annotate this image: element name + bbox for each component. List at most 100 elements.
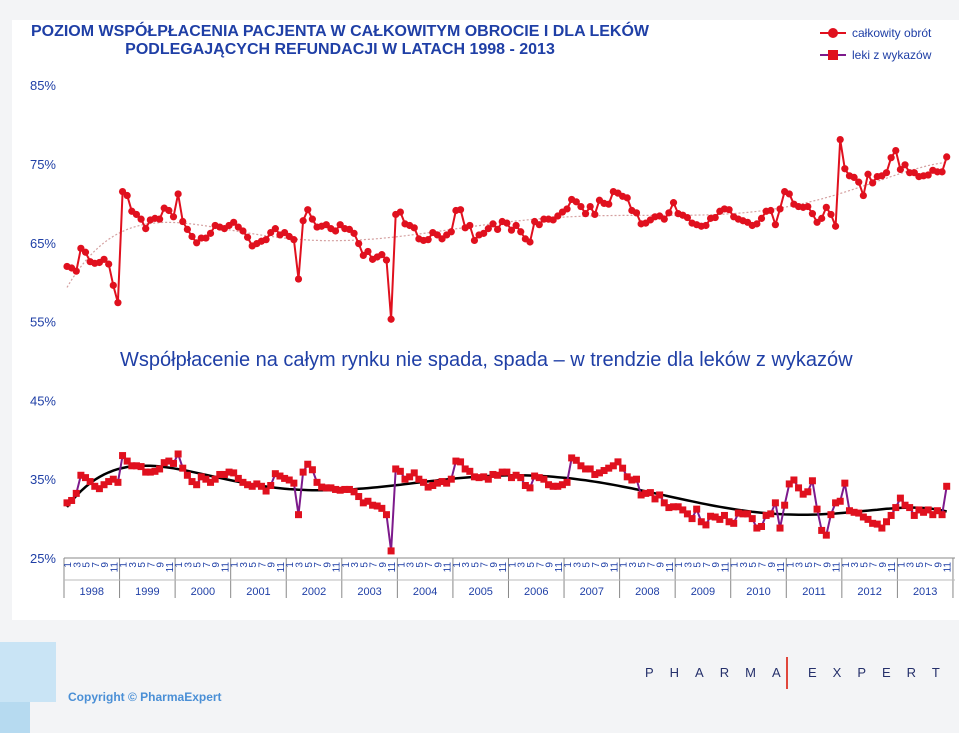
data-point-listed bbox=[595, 469, 603, 477]
data-point-total bbox=[711, 213, 719, 222]
y-tick-label: 55% bbox=[30, 315, 56, 330]
month-tick-label: 11 bbox=[332, 562, 343, 573]
month-tick-label: 5 bbox=[526, 562, 537, 568]
data-point-listed bbox=[582, 465, 590, 473]
data-point-listed bbox=[401, 475, 409, 483]
data-point-listed bbox=[943, 482, 951, 490]
month-tick-label: 7 bbox=[91, 562, 102, 568]
month-tick-label: 9 bbox=[322, 562, 333, 568]
data-point-listed bbox=[179, 464, 187, 472]
data-point-total bbox=[859, 191, 867, 200]
data-point-total bbox=[702, 221, 710, 230]
data-point-listed bbox=[813, 505, 821, 513]
data-point-listed bbox=[304, 460, 312, 468]
month-tick-label: 7 bbox=[591, 562, 602, 568]
data-point-listed bbox=[494, 471, 502, 479]
data-point-total bbox=[294, 275, 303, 283]
year-label: 2009 bbox=[691, 586, 715, 598]
month-tick-label: 5 bbox=[82, 562, 93, 568]
data-point-listed bbox=[693, 505, 701, 513]
data-point-total bbox=[591, 210, 599, 219]
data-point-listed bbox=[711, 513, 719, 521]
data-point-listed bbox=[193, 481, 201, 489]
data-point-total bbox=[901, 161, 909, 169]
data-point-listed bbox=[475, 474, 483, 482]
month-tick-label: 5 bbox=[359, 562, 370, 568]
brand-logo-divider bbox=[786, 657, 788, 689]
data-point-listed bbox=[424, 483, 432, 491]
data-point-total bbox=[105, 260, 113, 268]
data-point-listed bbox=[795, 484, 803, 492]
data-point-total bbox=[887, 154, 895, 162]
data-point-listed bbox=[507, 474, 515, 482]
month-tick-label: 11 bbox=[165, 562, 176, 573]
data-point-listed bbox=[660, 499, 668, 507]
data-point-total bbox=[382, 256, 391, 264]
legend-item-total: całkowity obrót bbox=[820, 22, 931, 44]
month-tick-label: 3 bbox=[72, 562, 83, 568]
data-point-listed bbox=[642, 489, 650, 497]
month-tick-label: 5 bbox=[693, 562, 704, 568]
data-point-listed bbox=[392, 465, 400, 473]
data-point-total bbox=[864, 170, 872, 178]
year-label: 1998 bbox=[80, 586, 104, 598]
data-point-listed bbox=[165, 457, 173, 465]
data-point-total bbox=[850, 173, 858, 181]
data-point-total bbox=[169, 213, 178, 221]
data-point-listed bbox=[600, 467, 608, 475]
month-tick-label: 7 bbox=[202, 562, 213, 568]
data-point-listed bbox=[461, 465, 469, 473]
data-point-listed bbox=[281, 474, 289, 482]
data-point-total bbox=[396, 208, 404, 216]
data-point-listed bbox=[91, 482, 99, 490]
year-label: 2001 bbox=[246, 586, 270, 598]
data-point-listed bbox=[702, 521, 710, 529]
data-point-listed bbox=[887, 511, 895, 519]
data-point-listed bbox=[892, 504, 900, 512]
data-point-listed bbox=[364, 497, 372, 505]
data-point-total bbox=[581, 210, 590, 218]
data-point-total bbox=[132, 210, 141, 219]
data-point-total bbox=[841, 165, 849, 173]
data-point-listed bbox=[688, 515, 696, 523]
month-tick-label: 9 bbox=[433, 562, 444, 568]
data-point-listed bbox=[230, 469, 238, 477]
data-point-listed bbox=[382, 511, 390, 519]
data-point-listed bbox=[683, 510, 691, 518]
data-point-total bbox=[660, 215, 668, 223]
data-point-total bbox=[466, 221, 474, 230]
data-point-listed bbox=[202, 475, 210, 483]
data-point-total bbox=[503, 219, 511, 227]
data-point-listed bbox=[734, 509, 742, 517]
data-point-listed bbox=[781, 501, 789, 509]
data-point-total bbox=[174, 190, 182, 198]
data-point-listed bbox=[540, 475, 548, 483]
data-point-total bbox=[331, 227, 340, 235]
data-point-total bbox=[230, 218, 238, 226]
data-point-total bbox=[470, 236, 479, 245]
data-point-listed bbox=[822, 531, 830, 539]
year-label: 2010 bbox=[746, 586, 770, 598]
data-point-total bbox=[489, 220, 497, 228]
month-tick-label: 3 bbox=[517, 562, 528, 568]
data-point-total bbox=[526, 238, 534, 246]
data-point-listed bbox=[433, 479, 441, 487]
data-point-listed bbox=[679, 506, 687, 514]
month-tick-label: 7 bbox=[924, 562, 935, 568]
chart-panel bbox=[12, 20, 959, 620]
data-point-listed bbox=[521, 482, 529, 490]
data-point-total bbox=[753, 220, 761, 228]
month-tick-label: 5 bbox=[193, 562, 204, 568]
month-tick-label: 3 bbox=[906, 562, 917, 568]
data-point-listed bbox=[646, 489, 654, 497]
data-point-listed bbox=[665, 504, 673, 512]
month-tick-label: 11 bbox=[276, 562, 287, 573]
data-point-listed bbox=[484, 475, 492, 483]
month-tick-label: 11 bbox=[387, 562, 398, 573]
data-point-listed bbox=[183, 471, 191, 479]
month-tick-label: 9 bbox=[545, 562, 556, 568]
data-point-listed bbox=[748, 515, 756, 523]
data-point-total bbox=[165, 206, 173, 215]
data-point-listed bbox=[628, 476, 636, 484]
month-tick-label: 3 bbox=[239, 562, 250, 568]
